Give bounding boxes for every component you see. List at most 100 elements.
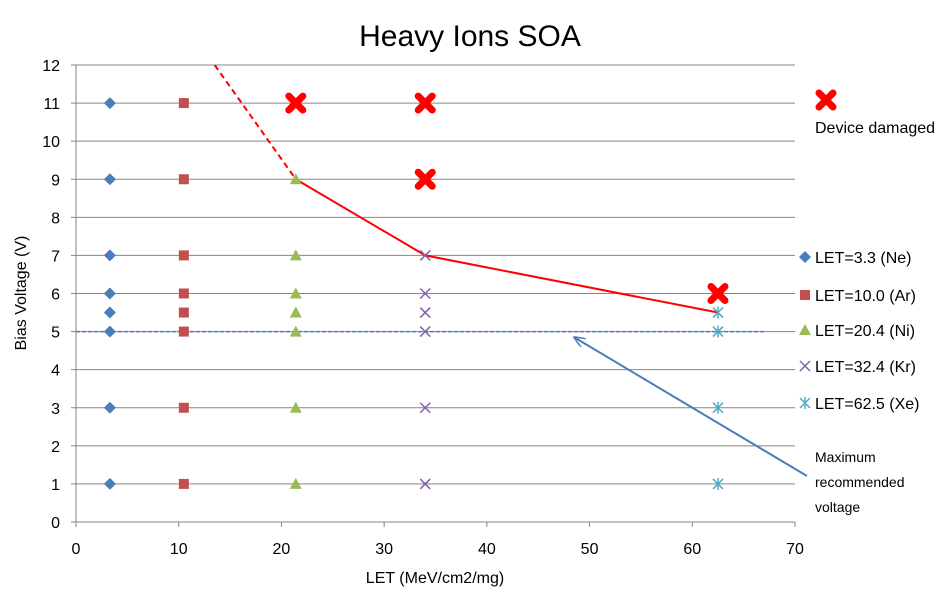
annotation-line: recommended (815, 474, 905, 490)
marker-stroke (799, 360, 811, 372)
marker-stroke (419, 307, 431, 319)
marker-stroke (419, 402, 431, 414)
legend-marker-series-1 (800, 290, 810, 300)
legend: Device damaged LET=3.3 (Ne) LET=10.0 (Ar) L… (799, 89, 935, 413)
data-point-series-3 (419, 402, 431, 414)
data-point-series-4 (712, 325, 724, 338)
legend-marker-series-2 (799, 324, 811, 335)
damaged-marker (285, 92, 307, 114)
data-point-series-0 (103, 325, 116, 338)
data-point-series-2 (289, 287, 302, 299)
data-point-series-1 (178, 326, 189, 337)
data-point-series-1 (178, 402, 189, 413)
axes (71, 64, 796, 527)
data-point-series-3 (419, 249, 431, 261)
data-point-series-0 (103, 306, 116, 319)
data-point-series-2 (289, 173, 302, 185)
data-point-series-3 (419, 287, 431, 300)
legend-label-series-4: LET=62.5 (Xe) (815, 396, 920, 413)
marker-stroke (419, 326, 431, 338)
data-point-series-1 (178, 174, 189, 185)
y-tick-label: 3 (51, 401, 60, 418)
data-point-series-0 (103, 287, 116, 300)
y-tick-label: 7 (51, 248, 60, 265)
marker-stroke (414, 168, 436, 190)
y-tick-label: 4 (51, 363, 60, 380)
data-point-series-3 (419, 478, 431, 490)
damaged-markers (285, 92, 729, 304)
data-point-series-0 (103, 401, 116, 414)
chart-title: Heavy Ions SOA (359, 20, 581, 53)
y-tick-label: 9 (51, 172, 60, 189)
data-point-series-2 (289, 249, 302, 261)
y-tick-label: 5 (51, 325, 60, 342)
annotation: Maximum recommended voltage (574, 337, 905, 515)
data-point-series-0 (103, 97, 116, 110)
legend-label-series-1: LET=10.0 (Ar) (815, 288, 916, 305)
data-point-series-0 (103, 249, 116, 262)
x-tick-label: 40 (478, 541, 496, 558)
data-point-series-4 (712, 401, 724, 414)
marker-stroke (815, 89, 837, 111)
damaged-marker (414, 168, 436, 190)
marker-stroke (419, 287, 431, 300)
y-tick-label: 0 (51, 515, 60, 532)
data-point-series-1 (178, 478, 189, 489)
damaged-marker (707, 283, 729, 304)
y-tick-label: 11 (43, 96, 60, 113)
soa-boundary-solid (295, 178, 719, 314)
soa-boundary-dashed (213, 64, 297, 180)
legend-marker-series-0 (799, 251, 811, 263)
legend-marker-series-4 (799, 397, 811, 409)
legend-label-series-2: LET=20.4 (Ni) (815, 323, 915, 340)
marker-stroke (285, 92, 307, 114)
x-tick-labels: 0 10 20 30 40 50 60 70 (72, 541, 804, 558)
x-tick-label: 0 (72, 541, 81, 558)
data-point-series-4 (712, 477, 724, 490)
data-point-series-1 (178, 307, 189, 318)
damaged-marker (414, 92, 436, 114)
data-point-series-2 (289, 325, 302, 337)
marker-stroke (419, 249, 431, 261)
y-tick-label: 2 (51, 439, 60, 456)
marker-stroke (419, 478, 431, 490)
y-tick-label: 1 (51, 477, 60, 494)
x-tick-label: 30 (375, 541, 393, 558)
data-point-series-0 (103, 173, 116, 186)
x-axis-label: LET (MeV/cm2/mg) (366, 570, 504, 587)
data-point-series-1 (178, 250, 189, 261)
legend-label-damaged: Device damaged (815, 120, 935, 137)
data-point-series-0 (103, 477, 116, 490)
marker-stroke (707, 283, 729, 304)
grid-lines (76, 64, 795, 485)
y-axis-label: Bias Voltage (V) (13, 236, 30, 351)
data-point-series-4 (712, 306, 724, 319)
x-tick-label: 50 (581, 541, 599, 558)
y-tick-label: 12 (42, 58, 60, 75)
annotation-line: voltage (815, 499, 860, 515)
annotation-arrow (574, 337, 808, 477)
data-point-series-3 (419, 307, 431, 319)
y-tick-label: 10 (42, 134, 60, 151)
y-tick-label: 8 (51, 210, 60, 227)
x-tick-label: 20 (273, 541, 291, 558)
x-tick-label: 10 (170, 541, 188, 558)
data-points (103, 97, 724, 490)
legend-marker-damaged (815, 89, 837, 111)
legend-label-series-3: LET=32.4 (Kr) (815, 359, 916, 376)
annotation-line: Maximum (815, 449, 876, 465)
x-tick-label: 60 (683, 541, 701, 558)
data-point-series-3 (419, 326, 431, 338)
legend-marker-series-3 (799, 360, 811, 372)
y-tick-label: 6 (51, 287, 60, 304)
x-tick-label: 70 (786, 541, 804, 558)
data-point-series-1 (178, 288, 189, 299)
data-point-series-2 (289, 401, 302, 413)
data-point-series-2 (289, 477, 302, 489)
data-point-series-2 (289, 306, 302, 318)
marker-stroke (414, 92, 436, 114)
legend-label-series-0: LET=3.3 (Ne) (815, 250, 911, 267)
data-point-series-1 (178, 98, 189, 109)
